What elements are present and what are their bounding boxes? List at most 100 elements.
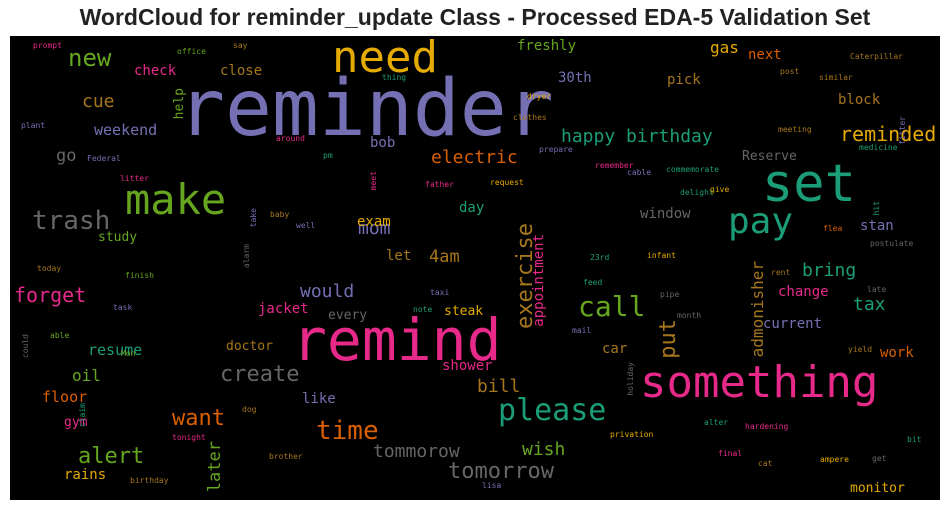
word-jacket: jacket <box>258 301 309 317</box>
word-office: office <box>177 47 206 56</box>
word-call: call <box>578 290 646 323</box>
word-current: current <box>763 316 823 332</box>
word-cue: cue <box>82 91 115 112</box>
word-need: need <box>332 36 438 83</box>
word-give: give <box>710 185 730 194</box>
word-create: create <box>220 362 300 387</box>
word-day: day <box>459 200 485 216</box>
word-thing: thing <box>382 73 407 82</box>
word-let: let <box>386 248 412 264</box>
word-plant: plant <box>21 121 46 130</box>
word-work: work <box>880 345 914 361</box>
word-late: late <box>867 285 887 294</box>
word-say: say <box>233 41 248 50</box>
word-brother: brother <box>269 452 303 461</box>
word-father: father <box>425 180 454 189</box>
word-mon: Mon <box>121 349 136 358</box>
word-appointment: appointment <box>531 234 547 327</box>
word-medicine: medicine <box>859 143 898 152</box>
word-prompt: prompt <box>33 41 62 50</box>
word-prepare: prepare <box>539 145 573 154</box>
word-tomorrow: tomorrow <box>448 459 554 484</box>
word-later: later <box>205 441 225 493</box>
word-dog: dog <box>242 405 257 414</box>
word-23rd: 23rd <box>590 253 610 262</box>
word-window: window <box>640 206 691 222</box>
word-block: block <box>838 92 881 108</box>
word-rains: rains <box>64 467 107 483</box>
word-time: time <box>316 416 379 446</box>
word-taxi: taxi <box>430 288 450 297</box>
word-dryer: dryer <box>527 92 552 101</box>
chart-title: WordCloud for reminder_update Class - Pr… <box>79 4 871 30</box>
word-take: take <box>249 208 258 228</box>
word-post: post <box>780 67 800 76</box>
word-feed: feed <box>583 278 603 287</box>
word-gym: gym <box>64 415 88 430</box>
word-pm: pm <box>323 151 333 160</box>
word-make: make <box>125 175 227 224</box>
word-meet: meet <box>369 171 378 191</box>
word-want: want <box>172 406 225 431</box>
word-remember: remember <box>595 161 634 170</box>
word-bill: bill <box>477 376 521 397</box>
word-commemorate: commemorate <box>666 165 719 174</box>
word-note: note <box>413 305 433 314</box>
word-trash: trash <box>32 206 111 236</box>
word-fitter: fitter <box>898 116 907 145</box>
word-alter: alter <box>704 418 729 427</box>
word-put: put <box>656 319 681 359</box>
word-reminder: reminder <box>178 64 554 154</box>
word-steak: steak <box>444 304 484 319</box>
word-forget: forget <box>14 283 87 307</box>
word-car: car <box>602 341 628 357</box>
word-baby: baby <box>270 210 290 219</box>
word-weekend: weekend <box>94 121 158 139</box>
word-infant: infant <box>647 251 676 260</box>
word-go: go <box>56 146 77 166</box>
word-new: new <box>68 44 112 72</box>
wordcloud-canvas: reminder remind something set make need pay ple… <box>10 36 940 500</box>
word-similar: similar <box>819 73 853 82</box>
word-lisa: lisa <box>482 481 502 490</box>
word-admonisher: admonisher <box>748 261 767 358</box>
word-wish: wish <box>522 439 566 460</box>
word-oil: oil <box>72 366 101 385</box>
word-cable: cable <box>627 168 652 177</box>
word-mail: mail <box>572 326 592 335</box>
word-could: could <box>21 334 30 359</box>
word-cat: cat <box>758 459 773 468</box>
word-get: get <box>872 454 887 463</box>
word-finish: finish <box>125 271 154 280</box>
word-study: study <box>98 230 138 245</box>
word-like: like <box>302 391 336 407</box>
word-month: month <box>677 311 702 320</box>
word-delight: delight <box>680 188 714 197</box>
word-able: able <box>50 331 70 340</box>
word-privation: privation <box>610 430 654 439</box>
word-happy-birthday: happy birthday <box>561 126 713 147</box>
word-shower: shower <box>442 358 493 374</box>
word-task: task <box>113 303 133 312</box>
word-would: would <box>300 281 355 302</box>
word-alarm: alarm <box>242 244 251 269</box>
word-request: request <box>490 178 524 187</box>
word-claim: claim <box>78 403 87 428</box>
word-check: check <box>134 63 177 79</box>
word-stan: stan <box>860 218 894 234</box>
word-meeting: meeting <box>778 125 812 134</box>
word-bit: bit <box>907 435 922 444</box>
word-final: final <box>718 449 743 458</box>
word-freshly: freshly <box>517 38 577 54</box>
word-change: change <box>778 284 829 300</box>
word-holiday: holiday <box>626 362 635 396</box>
word-pay: pay <box>728 201 794 242</box>
word-reserve: Reserve <box>742 149 797 164</box>
word-reminded: reminded <box>840 122 937 146</box>
word-gas: gas <box>710 38 739 57</box>
word-hit: hit <box>872 201 881 216</box>
word-federal: Federal <box>87 154 121 163</box>
word-tonight: tonight <box>172 433 206 442</box>
word-pipe: pipe <box>660 290 680 299</box>
word-resume: resume <box>88 341 143 359</box>
